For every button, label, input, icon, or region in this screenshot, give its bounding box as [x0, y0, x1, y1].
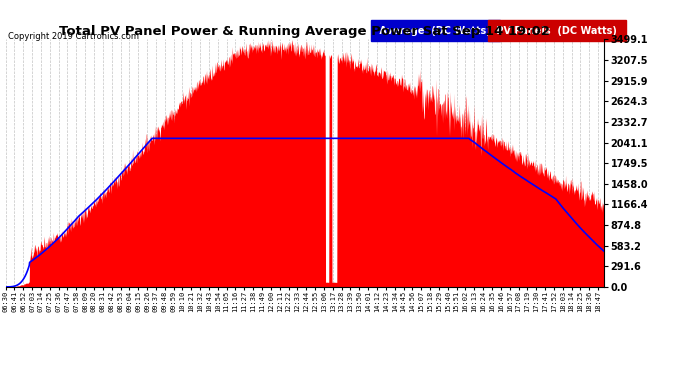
- Title: Total PV Panel Power & Running Average Power Sat Sep 14 19:02: Total PV Panel Power & Running Average P…: [59, 25, 550, 38]
- Text: PV Panels  (DC Watts): PV Panels (DC Watts): [493, 26, 620, 36]
- Text: Average  (DC Watts): Average (DC Watts): [377, 26, 495, 36]
- Text: Copyright 2019 Cartronics.com: Copyright 2019 Cartronics.com: [8, 32, 139, 41]
